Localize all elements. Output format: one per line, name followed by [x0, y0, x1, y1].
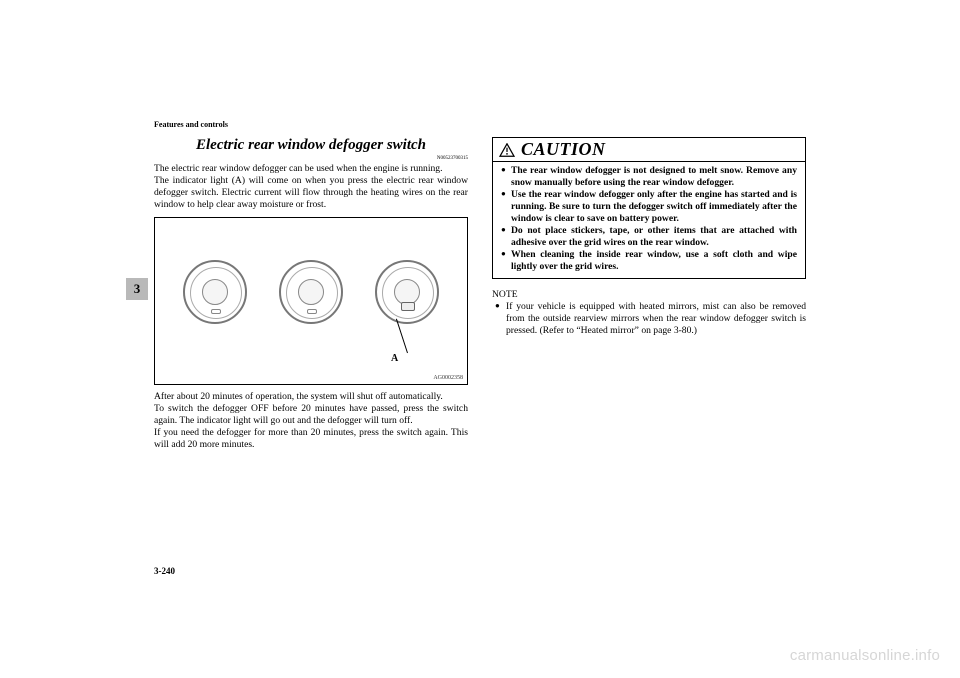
callout-label-a: A — [391, 353, 398, 364]
body-paragraph: The indicator light (A) will come on whe… — [154, 175, 468, 211]
caution-item: Do not place stickers, tape, or other it… — [501, 225, 797, 249]
note-list: If your vehicle is equipped with heated … — [492, 301, 806, 337]
note-label: NOTE — [492, 289, 806, 300]
note-item: If your vehicle is equipped with heated … — [506, 301, 806, 337]
figure-id: AG0002358 — [433, 375, 463, 381]
defogger-switch-icon — [401, 302, 415, 311]
page-number: 3-240 — [154, 566, 175, 576]
caution-title-text: CAUTION — [521, 139, 606, 160]
chapter-tab: 3 — [126, 278, 148, 300]
page-content: Features and controls Electric rear wind… — [154, 120, 806, 451]
caution-item: When cleaning the inside rear window, us… — [501, 249, 797, 273]
body-paragraph: After about 20 minutes of operation, the… — [154, 391, 468, 403]
right-column: CAUTION The rear window defogger is not … — [492, 137, 806, 451]
climate-dial — [279, 260, 343, 324]
dial-mark — [307, 309, 317, 314]
caution-header: CAUTION — [493, 138, 805, 162]
chapter-number: 3 — [134, 281, 141, 297]
dial-knob — [202, 279, 228, 305]
climate-dial — [183, 260, 247, 324]
body-paragraph: If you need the defogger for more than 2… — [154, 427, 468, 451]
caution-box: CAUTION The rear window defogger is not … — [492, 137, 806, 279]
body-paragraph: To switch the defogger OFF before 20 min… — [154, 403, 468, 427]
chapter-header: Features and controls — [154, 120, 806, 129]
section-title: Electric rear window defogger switch — [154, 137, 468, 154]
defogger-dial-figure: A AG0002358 — [154, 217, 468, 385]
body-paragraph: The electric rear window defogger can be… — [154, 163, 468, 175]
dial-knob — [298, 279, 324, 305]
caution-body: The rear window defogger is not designed… — [493, 162, 805, 278]
left-column: Electric rear window defogger switch N00… — [154, 137, 468, 451]
warning-triangle-icon — [499, 143, 515, 157]
dial-mark — [211, 309, 221, 314]
caution-item: The rear window defogger is not designed… — [501, 165, 797, 189]
two-column-layout: Electric rear window defogger switch N00… — [154, 137, 806, 451]
climate-dial — [375, 260, 439, 324]
caution-item: Use the rear window defogger only after … — [501, 189, 797, 225]
watermark-text: carmanualsonline.info — [790, 647, 940, 664]
document-id: N00523700315 — [154, 156, 468, 161]
